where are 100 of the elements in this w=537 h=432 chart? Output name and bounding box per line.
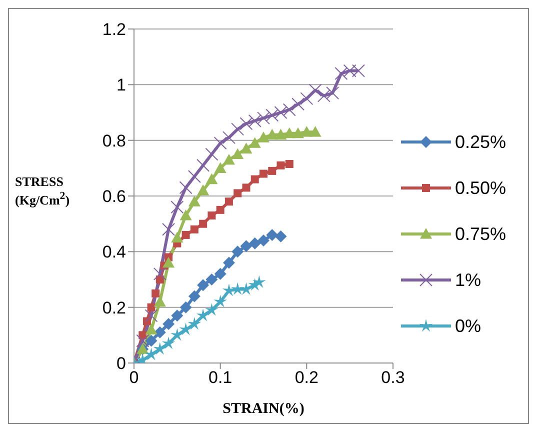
point xyxy=(285,160,294,168)
point xyxy=(248,237,261,250)
point xyxy=(171,232,184,243)
point xyxy=(196,308,210,322)
point xyxy=(197,184,210,196)
point xyxy=(222,154,235,165)
point xyxy=(199,220,208,228)
point xyxy=(214,268,226,280)
y-tick-label: 0.8 xyxy=(102,131,126,150)
point xyxy=(266,228,278,241)
point xyxy=(188,317,202,330)
point xyxy=(145,324,158,334)
point xyxy=(154,326,166,338)
point xyxy=(136,334,150,348)
point xyxy=(216,206,224,214)
point xyxy=(205,303,218,316)
point xyxy=(231,122,244,136)
y-tick-label: 0.2 xyxy=(102,298,126,318)
point xyxy=(205,148,218,161)
y-tick-label: 1.2 xyxy=(102,20,126,40)
point xyxy=(188,290,200,302)
legend-label: 0% xyxy=(455,316,482,336)
point xyxy=(162,222,176,236)
x-axis-title: STRAIN(%) xyxy=(222,401,304,417)
point xyxy=(154,296,166,307)
y-axis-title: STRESS (Kg/Cm$^{2}$) xyxy=(15,174,71,208)
point xyxy=(179,322,192,336)
point xyxy=(309,126,322,137)
point xyxy=(206,173,218,184)
legend-label: 0.75% xyxy=(455,224,506,244)
point xyxy=(179,181,192,194)
point xyxy=(162,336,176,350)
point xyxy=(274,106,288,119)
point xyxy=(266,128,278,140)
point xyxy=(308,84,322,97)
point xyxy=(214,162,226,173)
point xyxy=(153,267,166,280)
point xyxy=(317,89,330,102)
point xyxy=(188,170,201,184)
point xyxy=(274,230,287,242)
point xyxy=(196,158,210,172)
point xyxy=(240,240,252,252)
point xyxy=(258,234,270,247)
point xyxy=(232,148,244,160)
point xyxy=(300,126,313,137)
x-tick-label: 0.3 xyxy=(381,368,405,388)
point xyxy=(300,92,314,106)
point xyxy=(334,67,348,80)
point xyxy=(206,274,218,286)
legend-label: 1% xyxy=(455,270,482,290)
legend-label: 0.25% xyxy=(455,132,506,152)
point xyxy=(292,127,304,138)
x-tick-label: 0 xyxy=(129,368,139,388)
point xyxy=(180,301,192,314)
point xyxy=(190,225,198,234)
point xyxy=(248,137,261,148)
point xyxy=(250,175,259,184)
point xyxy=(230,282,244,295)
point xyxy=(224,198,233,206)
legend-label: 0.50% xyxy=(455,178,506,198)
point xyxy=(144,309,158,322)
y-tick-label: 0 xyxy=(116,354,126,374)
point xyxy=(248,114,262,128)
point xyxy=(214,136,227,150)
y-tick-label: 0.4 xyxy=(102,242,126,262)
point xyxy=(222,256,235,269)
point xyxy=(326,86,340,100)
point xyxy=(240,142,252,154)
y-tick-label: 1 xyxy=(116,76,126,95)
point xyxy=(240,117,253,130)
point xyxy=(282,103,296,116)
point xyxy=(242,184,250,192)
x-tick-label: 0.2 xyxy=(294,368,318,388)
point xyxy=(343,64,356,78)
point xyxy=(252,275,266,288)
point xyxy=(234,189,242,198)
point xyxy=(268,166,276,175)
point xyxy=(258,132,270,142)
point xyxy=(274,128,287,140)
y-tick-label: 0.6 xyxy=(102,187,126,206)
point xyxy=(222,131,236,144)
point xyxy=(197,279,210,292)
point xyxy=(260,170,268,178)
point xyxy=(214,294,227,308)
point xyxy=(152,289,160,298)
x-tick-label: 0.1 xyxy=(208,368,232,388)
point xyxy=(292,98,305,111)
point xyxy=(266,108,279,122)
point xyxy=(182,230,190,239)
point xyxy=(276,161,285,170)
point xyxy=(352,64,365,78)
point xyxy=(170,200,184,214)
point xyxy=(153,342,167,355)
point xyxy=(180,209,192,220)
point xyxy=(208,211,216,220)
point xyxy=(171,310,184,322)
point xyxy=(144,348,158,360)
point xyxy=(147,303,156,312)
point xyxy=(162,318,175,330)
point xyxy=(257,112,270,125)
